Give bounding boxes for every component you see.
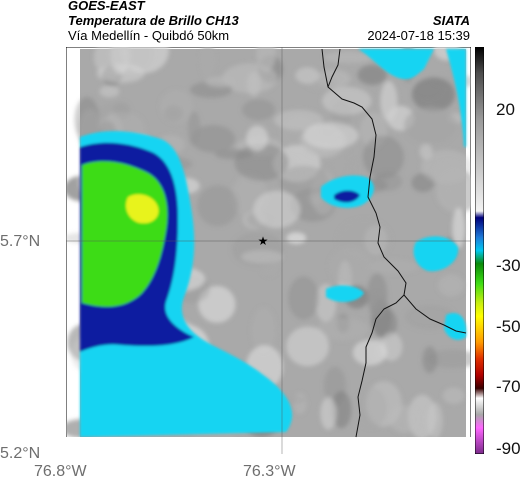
cloud-texture-blob [99, 85, 120, 98]
star-marker-icon: ★ [258, 234, 269, 248]
cloud-texture-blob [404, 304, 455, 330]
border-line-main [321, 48, 407, 438]
cloud-texture-blob [442, 387, 465, 404]
cloud-texture-blob [380, 80, 398, 122]
cloud-texture-blob [286, 326, 330, 367]
cloud-texture-blob [367, 273, 388, 318]
cloud-patch-center [326, 285, 364, 302]
cloud-texture-blob [437, 274, 465, 297]
cold-cloud-layer [80, 49, 467, 437]
cloud-texture-blob [96, 64, 145, 83]
cloud-texture-blob [197, 185, 239, 227]
cloud-texture-blob [357, 64, 387, 85]
agency-label: SIATA [432, 13, 470, 28]
cloud-texture-blob [389, 405, 420, 434]
border-line-north [327, 48, 341, 88]
cloud-texture-blob [452, 207, 466, 249]
timestamp-label: 2024-07-18 15:39 [367, 28, 470, 43]
graticule [66, 47, 471, 454]
cloud-patch-east-core [334, 190, 360, 203]
colorbar-tick-minus-50: -50 [496, 317, 521, 336]
product-title: Temperatura de Brillo CH13 [68, 13, 239, 28]
lat-label-5-2: 5.2°N [0, 445, 41, 462]
cloud-texture-blob [159, 89, 193, 124]
cloud-texture-blob [286, 232, 307, 245]
cloud-patch-northeast [446, 49, 466, 147]
cloud-texture-blob [365, 259, 420, 274]
cloud-patch-southeast [413, 236, 459, 272]
cloud-texture-blob [251, 307, 276, 354]
cloud-texture-blob [369, 338, 388, 363]
cloud-texture-blob [426, 349, 471, 368]
lat-label-5-7: 5.7°N [0, 233, 41, 250]
cloud-texture-blob [411, 77, 456, 112]
cloud-texture-blob [329, 247, 372, 286]
cloud-texture-blob [436, 170, 471, 213]
temperature-colorbar [475, 47, 484, 454]
colorbar-tick-minus-90: -90 [496, 439, 521, 458]
cloud-texture-blob [200, 47, 215, 78]
cloud-texture-blob [295, 67, 320, 84]
cloud-texture-blob [246, 125, 269, 151]
cloud-patch-east-edge [444, 313, 467, 340]
cloud-texture-blob [355, 387, 387, 429]
cloud-texture-blob [256, 47, 276, 73]
cloud-texture-blob [253, 190, 301, 229]
cloud-texture-blob [316, 318, 369, 341]
cloud-patch-north [358, 49, 434, 80]
cloud-texture-blob [187, 111, 201, 146]
cloud-texture-blob [274, 109, 324, 131]
lon-label-76-8: 76.8°W [34, 463, 87, 480]
colorbar-fill [475, 47, 484, 454]
cloud-texture-blob [303, 122, 359, 150]
lon-label-76-3: 76.3°W [243, 463, 296, 480]
satellite-title: GOES-EAST [68, 0, 145, 13]
cloud-texture-blob [362, 135, 404, 179]
colorbar-tick-minus-70: -70 [496, 377, 521, 396]
cloud-texture-blob [191, 125, 236, 153]
cloud-texture-blob [205, 76, 236, 87]
cloud-texture-blob [403, 106, 457, 145]
cloud-texture-blob [242, 99, 276, 121]
region-subtitle: Vía Medellín - Quibdó 50km [68, 28, 230, 43]
cloud-texture-blob [427, 402, 443, 439]
cloud-texture-blob [320, 397, 337, 430]
brightness-temperature-map: ★ [66, 47, 471, 454]
colorbar-tick-20: 20 [496, 100, 515, 119]
cloud-texture-blob [422, 346, 438, 374]
border-line-branch [403, 294, 467, 334]
cold-cloud-yellow [125, 194, 159, 224]
cloud-texture-blob [234, 143, 289, 181]
cloud-texture-blob [278, 165, 329, 197]
cloud-texture-blob [331, 391, 352, 429]
map-bottom-margin [66, 437, 471, 454]
department-borders [321, 48, 467, 438]
cloud-texture-blob [241, 250, 283, 264]
cloud-texture-blob [288, 276, 319, 320]
colorbar-tick-minus-30: -30 [496, 256, 521, 275]
cloud-texture-blob [323, 51, 375, 64]
